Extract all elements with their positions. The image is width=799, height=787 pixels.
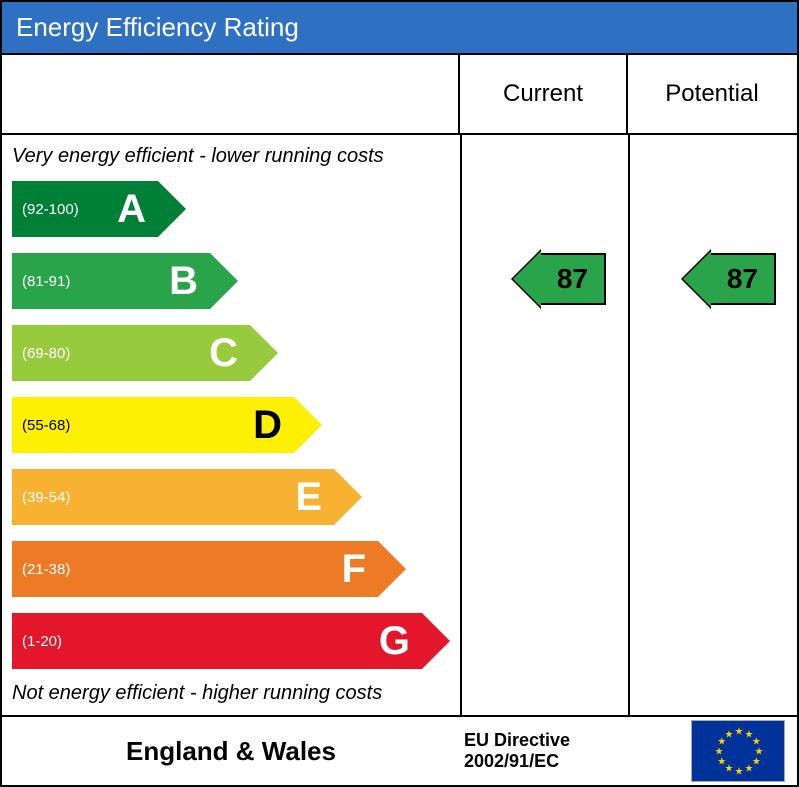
eu-star-icon: ★	[715, 747, 724, 758]
potential-column: 87	[630, 135, 798, 715]
directive-line1: EU Directive	[464, 730, 687, 751]
band-letter: F	[342, 547, 366, 592]
band-letter: B	[169, 259, 198, 304]
pointer-arrow-icon	[683, 251, 711, 307]
eu-star-icon: ★	[725, 729, 734, 740]
eu-flag-container: ★★★★★★★★★★★★	[687, 717, 797, 785]
band-letter: C	[209, 331, 238, 376]
bands-column: Very energy efficient - lower running co…	[2, 135, 462, 715]
pointer-arrow-icon	[513, 251, 541, 307]
band-bar-e: (39-54) E	[12, 469, 362, 525]
band-bar-f: (21-38) F	[12, 541, 406, 597]
band-range: (21-38)	[12, 561, 70, 578]
title-bar: Energy Efficiency Rating	[2, 2, 797, 53]
top-note: Very energy efficient - lower running co…	[12, 145, 450, 168]
potential-value: 87	[711, 253, 776, 305]
band-row-c: (69-80) C	[12, 320, 450, 386]
epc-rating-chart: Energy Efficiency Rating Current Potenti…	[0, 0, 799, 787]
band-range: (1-20)	[12, 633, 62, 650]
band-row-f: (21-38) F	[12, 536, 450, 602]
band-range: (55-68)	[12, 417, 70, 434]
current-column: 87	[462, 135, 630, 715]
band-bar-a: (92-100) A	[12, 181, 186, 237]
chart-body: Very energy efficient - lower running co…	[2, 135, 797, 715]
band-row-b: (81-91) B	[12, 248, 450, 314]
title-text: Energy Efficiency Rating	[16, 12, 299, 42]
eu-star-icon: ★	[735, 767, 744, 778]
band-letter: A	[117, 187, 146, 232]
band-bar-d: (55-68) D	[12, 397, 322, 453]
footer-directive: EU Directive 2002/91/EC	[460, 717, 687, 785]
band-range: (92-100)	[12, 201, 79, 218]
eu-star-icon: ★	[735, 727, 744, 738]
band-range: (81-91)	[12, 273, 70, 290]
current-value: 87	[541, 253, 606, 305]
band-row-e: (39-54) E	[12, 464, 450, 530]
band-row-g: (1-20) G	[12, 608, 450, 674]
band-range: (69-80)	[12, 345, 70, 362]
eu-flag-icon: ★★★★★★★★★★★★	[691, 720, 785, 782]
band-bar-c: (69-80) C	[12, 325, 278, 381]
band-letter: E	[295, 475, 322, 520]
column-header-spacer	[2, 55, 460, 133]
footer-region: England & Wales	[2, 717, 460, 785]
eu-star-icon: ★	[717, 757, 726, 768]
eu-star-icon: ★	[745, 764, 754, 775]
current-pointer: 87	[513, 251, 606, 307]
footer-row: England & Wales EU Directive 2002/91/EC …	[2, 715, 797, 785]
band-range: (39-54)	[12, 489, 70, 506]
column-header-potential: Potential	[628, 55, 796, 133]
bottom-note: Not energy efficient - higher running co…	[12, 682, 450, 705]
directive-line2: 2002/91/EC	[464, 751, 687, 772]
bands-container: (92-100) A (81-91) B (69-80) C (55-68) D (39-54)…	[12, 176, 450, 674]
band-letter: G	[379, 619, 410, 664]
band-bar-b: (81-91) B	[12, 253, 238, 309]
column-header-current: Current	[460, 55, 628, 133]
potential-pointer: 87	[683, 251, 776, 307]
band-shape	[12, 613, 422, 669]
band-bar-g: (1-20) G	[12, 613, 450, 669]
band-row-d: (55-68) D	[12, 392, 450, 458]
band-row-a: (92-100) A	[12, 176, 450, 242]
column-header-row: Current Potential	[2, 53, 797, 135]
band-letter: D	[253, 403, 282, 448]
